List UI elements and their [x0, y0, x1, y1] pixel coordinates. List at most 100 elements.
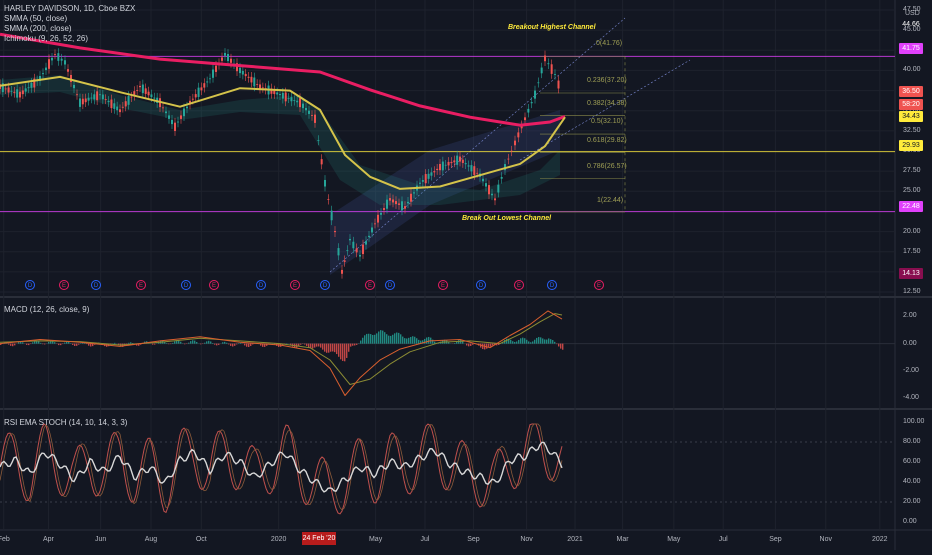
candle-body	[224, 53, 226, 56]
macd-histogram-bar	[226, 343, 227, 344]
candle-body	[192, 99, 194, 100]
y-tick-label: 0.00	[903, 340, 917, 347]
macd-histogram-bar	[48, 342, 49, 344]
macd-histogram-bar	[394, 333, 395, 343]
candle-body	[30, 83, 32, 88]
macd-histogram-bar	[532, 341, 533, 343]
price-tag: 41.75	[899, 43, 923, 54]
dividend-marker[interactable]: D	[476, 280, 486, 290]
candle-body	[389, 198, 391, 201]
macd-histogram-bar	[550, 339, 551, 343]
macd-histogram-bar	[314, 344, 315, 348]
dividend-marker[interactable]: D	[256, 280, 266, 290]
earnings-marker[interactable]: E	[438, 280, 448, 290]
x-tick-label: Jul	[719, 536, 728, 543]
stoch-k-line	[0, 424, 562, 514]
dividend-marker[interactable]: D	[320, 280, 330, 290]
earnings-marker[interactable]: E	[290, 280, 300, 290]
macd-histogram-bar	[216, 344, 217, 346]
macd-histogram-bar	[516, 341, 517, 343]
macd-histogram-bar	[520, 338, 521, 343]
x-tick-label: Apr	[43, 536, 54, 543]
candle-body	[450, 162, 452, 163]
earnings-marker[interactable]: E	[594, 280, 604, 290]
candle-body	[380, 213, 382, 215]
candle-body	[459, 157, 461, 162]
earnings-marker[interactable]: E	[209, 280, 219, 290]
rsi-legend[interactable]: RSI EMA STOCH (14, 10, 14, 3, 3)	[4, 418, 127, 428]
candle-body	[180, 115, 182, 118]
candle-body	[28, 87, 30, 88]
candle-body	[331, 211, 333, 221]
candle-body	[242, 71, 244, 75]
macd-histogram-bar	[370, 334, 371, 344]
candle-body	[362, 245, 364, 255]
legend-smma200[interactable]: SMMA (200, close)	[4, 24, 135, 34]
earnings-marker[interactable]: E	[365, 280, 375, 290]
legend-ichimoku[interactable]: Ichimoku (9, 26, 52, 26)	[4, 34, 135, 44]
candle-body	[395, 201, 397, 204]
candle-body	[67, 69, 69, 72]
y-tick-label: 17.50	[903, 248, 921, 255]
macd-histogram-bar	[492, 344, 493, 346]
macd-histogram-bar	[240, 343, 241, 344]
macd-histogram-bar	[38, 341, 39, 343]
macd-histogram-bar	[554, 342, 555, 344]
candle-body	[433, 171, 435, 172]
macd-histogram-bar	[64, 343, 65, 344]
macd-histogram-bar	[388, 336, 389, 344]
candle-body	[501, 177, 503, 179]
candle-body	[168, 115, 170, 118]
y-tick-label: 40.00	[903, 478, 921, 485]
macd-histogram-bar	[366, 334, 367, 344]
macd-histogram-bar	[172, 343, 173, 344]
macd-histogram-bar	[306, 344, 307, 346]
candle-body	[346, 250, 348, 251]
macd-title: MACD (12, 26, close, 9)	[4, 305, 89, 315]
candle-body	[293, 100, 295, 101]
fib-label: 0.236(37.20)	[587, 77, 627, 84]
candle-body	[96, 91, 98, 100]
legend-smma50[interactable]: SMMA (50, close)	[4, 14, 135, 24]
x-tick-label: May	[369, 536, 382, 543]
earnings-marker[interactable]: E	[514, 280, 524, 290]
candle-body	[514, 141, 516, 146]
candle-body	[491, 194, 493, 196]
macd-histogram-bar	[32, 342, 33, 343]
candle-body	[374, 223, 376, 224]
candle-body	[368, 236, 370, 237]
candle-body	[341, 270, 343, 274]
dividend-marker[interactable]: D	[91, 280, 101, 290]
macd-histogram-bar	[90, 344, 91, 347]
macd-histogram-bar	[490, 344, 491, 347]
candle-body	[273, 91, 275, 95]
candle-body	[215, 66, 217, 72]
dividend-marker[interactable]: D	[25, 280, 35, 290]
macd-histogram-bar	[408, 338, 409, 344]
macd-histogram-bar	[392, 335, 393, 344]
candle-body	[212, 69, 214, 77]
candle-body	[276, 92, 278, 94]
candle-body	[468, 165, 470, 166]
macd-histogram-bar	[166, 343, 167, 344]
earnings-marker[interactable]: E	[59, 280, 69, 290]
earnings-marker[interactable]: E	[136, 280, 146, 290]
dividend-marker[interactable]: D	[547, 280, 557, 290]
candle-body	[419, 183, 421, 184]
candle-body	[308, 111, 310, 114]
macd-histogram-bar	[184, 344, 185, 345]
price-tag: 29.93	[899, 140, 923, 151]
candle-body	[61, 59, 63, 61]
macd-histogram-bar	[514, 342, 515, 344]
macd-legend[interactable]: MACD (12, 26, close, 9)	[4, 305, 89, 315]
macd-histogram-bar	[534, 340, 535, 344]
dividend-marker[interactable]: D	[385, 280, 395, 290]
candle-body	[470, 165, 472, 171]
macd-histogram-bar	[228, 344, 229, 345]
chart-title[interactable]: HARLEY DAVIDSON, 1D, Cboe BZX	[4, 4, 135, 14]
candle-body	[136, 90, 138, 91]
dividend-marker[interactable]: D	[181, 280, 191, 290]
macd-histogram-bar	[338, 344, 339, 357]
stoch-d-line	[0, 424, 562, 510]
candle-body	[448, 162, 450, 165]
